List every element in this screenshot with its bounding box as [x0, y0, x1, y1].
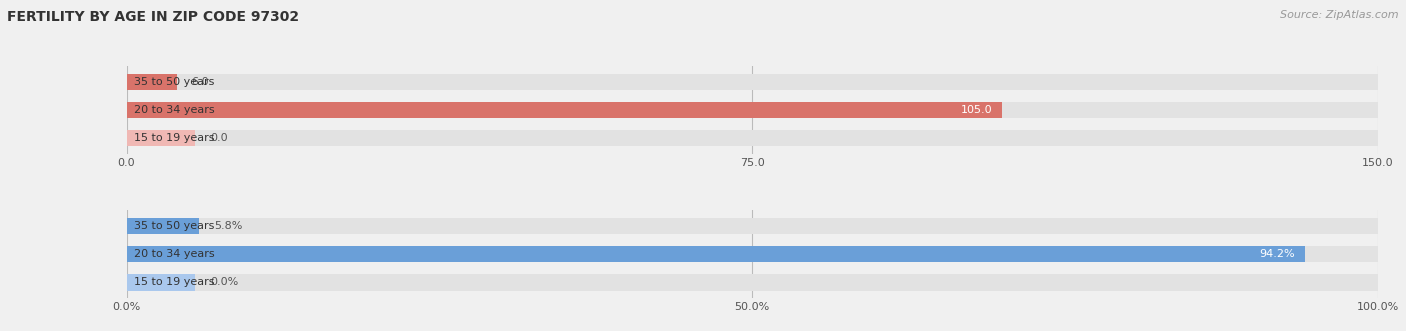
Bar	[127, 218, 1378, 234]
Text: 20 to 34 years: 20 to 34 years	[134, 249, 215, 259]
Text: 15 to 19 years: 15 to 19 years	[134, 133, 215, 143]
Text: 35 to 50 years: 35 to 50 years	[134, 221, 215, 231]
Bar	[127, 274, 1378, 291]
Text: 5.8%: 5.8%	[214, 221, 242, 231]
Text: Source: ZipAtlas.com: Source: ZipAtlas.com	[1281, 10, 1399, 20]
Bar	[127, 73, 1378, 90]
Text: 94.2%: 94.2%	[1260, 249, 1295, 259]
Bar	[127, 274, 195, 291]
Bar	[127, 246, 1378, 262]
Text: 35 to 50 years: 35 to 50 years	[134, 77, 215, 87]
Text: FERTILITY BY AGE IN ZIP CODE 97302: FERTILITY BY AGE IN ZIP CODE 97302	[7, 10, 299, 24]
Text: 105.0: 105.0	[960, 105, 993, 115]
Bar	[127, 102, 1378, 118]
Text: 0.0: 0.0	[211, 133, 228, 143]
Bar	[127, 218, 200, 234]
Bar	[127, 246, 1305, 262]
Bar	[127, 130, 195, 146]
Text: 6.0: 6.0	[191, 77, 209, 87]
Bar	[127, 130, 1378, 146]
Text: 0.0%: 0.0%	[211, 277, 239, 287]
Text: 15 to 19 years: 15 to 19 years	[134, 277, 215, 287]
Bar	[127, 73, 177, 90]
Bar	[127, 102, 1002, 118]
Text: 20 to 34 years: 20 to 34 years	[134, 105, 215, 115]
